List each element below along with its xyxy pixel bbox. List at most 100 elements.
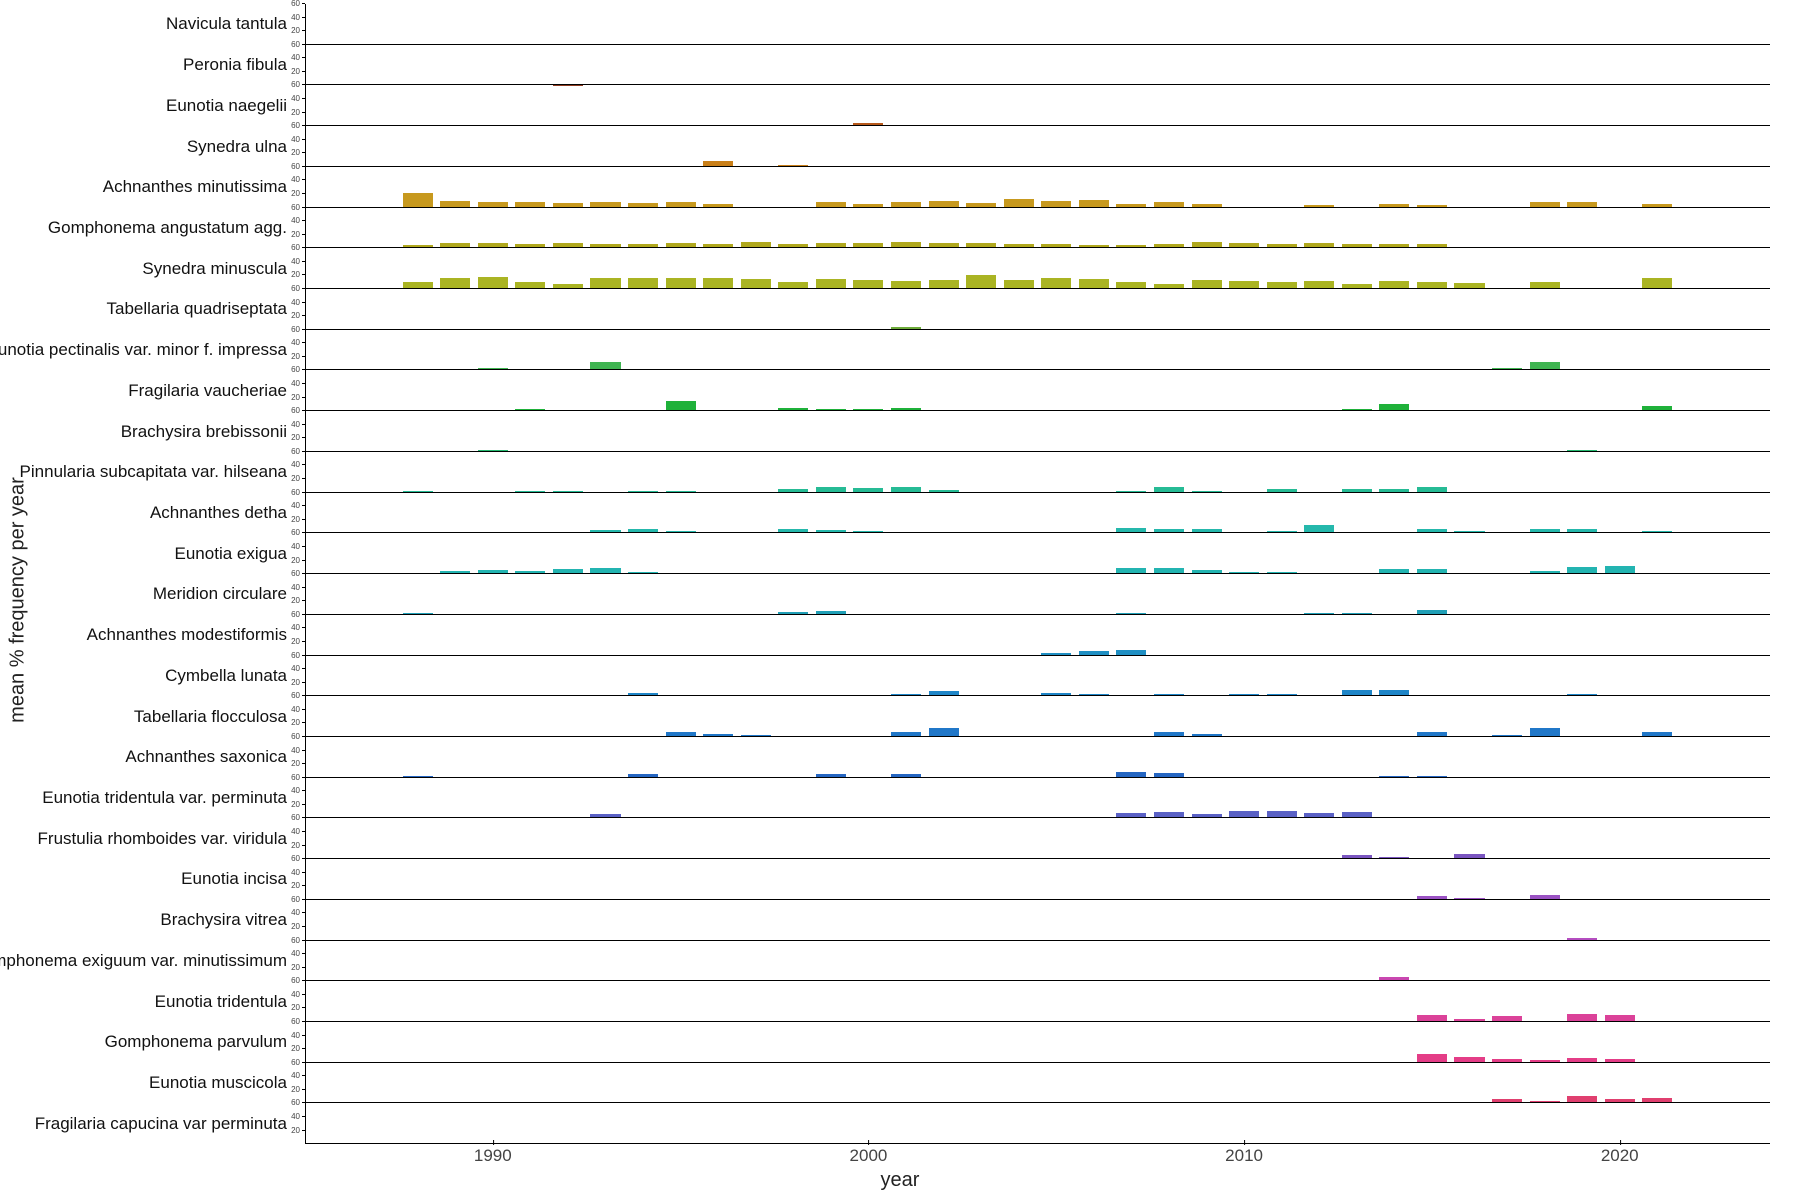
species-label: Tabellaria quadriseptata	[106, 299, 305, 319]
y-tick-label: 20	[291, 68, 305, 76]
y-tick-label: 60	[291, 122, 305, 130]
species-label: Achnanthes saxonica	[125, 747, 305, 767]
y-tick-label: 40	[291, 950, 305, 958]
panel: Cymbella lunata204060	[305, 656, 1770, 697]
panel: Synedra minuscula204060	[305, 248, 1770, 289]
panel: Fragilaria capucina var perminuta204060	[305, 1103, 1770, 1144]
y-tick-label: 20	[291, 434, 305, 442]
y-tick-label: 20	[291, 516, 305, 524]
y-tick-label: 60	[291, 529, 305, 537]
y-tick-label: 60	[291, 652, 305, 660]
y-axis-line	[305, 493, 306, 534]
y-tick-label: 20	[291, 842, 305, 850]
x-tick-label: 2020	[1601, 1146, 1639, 1166]
y-tick-label: 20	[291, 557, 305, 565]
panel: Synedra ulna204060	[305, 126, 1770, 167]
species-label: Brachysira vitrea	[160, 910, 305, 930]
panel: Eunotia incisa204060	[305, 859, 1770, 900]
species-label: Frustulia rhomboides var. viridula	[38, 829, 305, 849]
species-label: Eunotia pectinalis var. minor f. impress…	[0, 340, 305, 360]
y-tick-label: 20	[291, 27, 305, 35]
panel: Meridion circulare204060	[305, 574, 1770, 615]
y-axis-line	[305, 696, 306, 737]
y-tick-label: 40	[291, 828, 305, 836]
species-label: Navicula tantula	[166, 14, 305, 34]
y-tick-label: 60	[291, 1018, 305, 1026]
y-tick-label: 40	[291, 217, 305, 225]
y-axis-line	[305, 574, 306, 615]
panel: Navicula tantula204060	[305, 4, 1770, 45]
panel: Peronia fibula204060	[305, 45, 1770, 86]
y-tick-label: 60	[291, 204, 305, 212]
y-tick-label: 40	[291, 909, 305, 917]
x-tick-row: 1990200020102020	[305, 1146, 1770, 1164]
y-tick-label: 60	[291, 1059, 305, 1067]
y-tick-label: 40	[291, 624, 305, 632]
species-label: Eunotia naegelii	[166, 96, 305, 116]
panel: Achnanthes saxonica204060	[305, 737, 1770, 778]
y-tick-label: 40	[291, 1072, 305, 1080]
y-tick-label: 40	[291, 787, 305, 795]
figure: mean % frequency per year Navicula tantu…	[0, 0, 1800, 1200]
y-tick-label: 40	[291, 258, 305, 266]
y-tick-label: 20	[291, 923, 305, 931]
y-tick-label: 20	[291, 801, 305, 809]
y-tick-label: 20	[291, 679, 305, 687]
y-tick-label: 60	[291, 733, 305, 741]
y-tick-label: 60	[291, 0, 305, 8]
y-tick-label: 20	[291, 597, 305, 605]
panel: Gomphonema angustatum agg.204060	[305, 208, 1770, 249]
panel: Gomphonema parvulum204060	[305, 1022, 1770, 1063]
y-axis-line	[305, 208, 306, 249]
y-axis-line	[305, 85, 306, 126]
y-tick-label: 60	[291, 163, 305, 171]
x-tick-label: 1990	[474, 1146, 512, 1166]
y-axis-line	[305, 981, 306, 1022]
panel: Achnanthes minutissima204060	[305, 167, 1770, 208]
species-label: Synedra minuscula	[142, 259, 305, 279]
y-axis-line	[305, 45, 306, 86]
y-tick-label: 20	[291, 475, 305, 483]
species-label: Fragilaria capucina var perminuta	[35, 1114, 305, 1134]
species-label: Eunotia incisa	[181, 869, 305, 889]
y-tick-label: 40	[291, 991, 305, 999]
y-axis-line	[305, 452, 306, 493]
y-axis-line	[305, 4, 306, 45]
y-axis-line	[305, 656, 306, 697]
y-tick-label: 60	[291, 285, 305, 293]
y-tick-label: 20	[291, 312, 305, 320]
y-tick-label: 60	[291, 81, 305, 89]
species-label: Tabellaria flocculosa	[134, 707, 305, 727]
y-axis-line	[305, 941, 306, 982]
y-axis-line	[305, 289, 306, 330]
y-axis-line	[305, 737, 306, 778]
y-tick-label: 20	[291, 1004, 305, 1012]
y-tick-label: 60	[291, 407, 305, 415]
y-tick-label: 60	[291, 448, 305, 456]
panel: Eunotia naegelii204060	[305, 85, 1770, 126]
y-tick-label: 40	[291, 747, 305, 755]
species-label: Peronia fibula	[183, 55, 305, 75]
y-tick-label: 40	[291, 136, 305, 144]
panel: Fragilaria vaucheriae204060	[305, 370, 1770, 411]
y-tick-label: 40	[291, 461, 305, 469]
species-label: Eunotia tridentula	[155, 992, 305, 1012]
y-tick-label: 40	[291, 584, 305, 592]
y-tick-label: 40	[291, 421, 305, 429]
y-tick-label: 60	[291, 814, 305, 822]
species-label: Synedra ulna	[187, 137, 305, 157]
panel: Eunotia exigua204060	[305, 533, 1770, 574]
panel: Brachysira brebissonii204060	[305, 411, 1770, 452]
y-axis-line	[305, 818, 306, 859]
panel: Frustulia rhomboides var. viridula204060	[305, 818, 1770, 859]
y-tick-label: 60	[291, 977, 305, 985]
y-tick-label: 20	[291, 190, 305, 198]
species-label: Eunotia tridentula var. perminuta	[42, 788, 305, 808]
x-axis-line	[305, 1143, 1770, 1144]
species-label: Achnanthes detha	[150, 503, 305, 523]
species-label: Achnanthes minutissima	[103, 177, 305, 197]
y-tick-label: 60	[291, 896, 305, 904]
species-label: Brachysira brebissonii	[121, 422, 305, 442]
y-tick-label: 40	[291, 176, 305, 184]
species-label: Meridion circulare	[153, 584, 305, 604]
